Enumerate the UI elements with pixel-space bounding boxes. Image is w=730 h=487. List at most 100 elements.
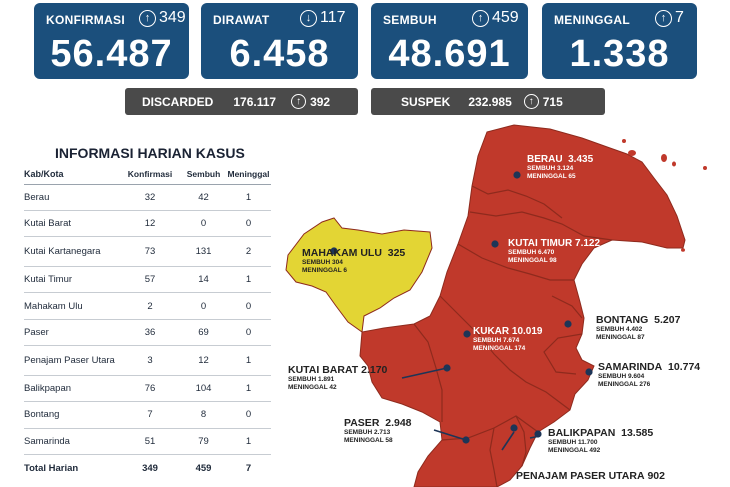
row-sembuh: 69 <box>181 319 226 346</box>
card-label: DIRAWAT <box>213 13 270 27</box>
table-row: Berau 32 42 1 <box>24 184 271 211</box>
arrow-up-icon: ↑ <box>291 94 307 109</box>
row-meninggal: 1 <box>226 345 271 376</box>
card-label: KONFIRMASI <box>46 13 125 27</box>
row-meninggal: 1 <box>226 266 271 294</box>
delta-value: 7 <box>675 9 684 26</box>
location-dot <box>491 240 499 248</box>
row-sembuh: 42 <box>181 184 226 211</box>
row-sembuh: 14 <box>181 266 226 294</box>
location-dot <box>534 430 542 438</box>
column-header: Kab/Kota <box>24 164 119 185</box>
total-label: Total Harian <box>24 463 79 475</box>
arrow-up-icon: ↑ <box>655 9 672 27</box>
row-meninggal: 0 <box>226 210 271 238</box>
row-konfirmasi: 73 <box>119 236 181 268</box>
table-row: Bontang 7 8 0 <box>24 401 271 429</box>
row-meninggal: 0 <box>226 319 271 346</box>
card-value: 56.487 <box>50 33 173 75</box>
sub-card-value: 232.985 <box>468 94 512 109</box>
row-kab-kota: Berau <box>24 184 119 211</box>
table-row: Kutai Barat 12 0 0 <box>24 210 271 238</box>
column-header: Konfirmasi <box>119 164 181 185</box>
sub-card-discarded: DISCARDED 176.117 ↑ 392 <box>125 88 358 115</box>
delta-value: 117 <box>320 9 346 26</box>
sub-card-label: SUSPEK <box>401 94 451 109</box>
row-kab-kota: Mahakam Ulu <box>24 292 119 320</box>
row-konfirmasi: 3 <box>119 345 181 376</box>
card-delta: ↑ 349 <box>139 9 186 27</box>
stat-card-meninggal: MENINGGAL ↑ 7 1.338 <box>542 3 697 79</box>
location-dot <box>585 368 593 376</box>
card-value: 48.691 <box>388 33 511 75</box>
map-region-main <box>359 124 686 487</box>
row-konfirmasi: 76 <box>119 375 181 403</box>
stat-card-dirawat: DIRAWAT ↓ 117 6.458 <box>201 3 358 79</box>
card-value: 1.338 <box>569 33 670 75</box>
table-title: INFORMASI HARIAN KASUS <box>55 145 245 161</box>
stat-card-konfirmasi: KONFIRMASI ↑ 349 56.487 <box>34 3 189 79</box>
sub-card-value: 176.117 <box>233 94 277 109</box>
row-kab-kota: Samarinda <box>24 428 119 455</box>
card-label: MENINGGAL <box>554 13 631 27</box>
card-value: 6.458 <box>229 33 330 75</box>
row-kab-kota: Kutai Timur <box>24 266 119 294</box>
row-kab-kota: Bontang <box>24 401 119 429</box>
table-row: Samarinda 51 79 1 <box>24 428 271 455</box>
table-row: Penajam Paser Utara 3 12 1 <box>24 345 271 376</box>
map-label-kukar: KUKAR 10.019 SEMBUH 7.674 MENINGGAL 174 <box>473 326 543 352</box>
map-label-ppu: PENAJAM PASER UTARA 902 <box>516 470 665 482</box>
row-sembuh: 104 <box>181 375 226 403</box>
stat-card-sembuh: SEMBUH ↑ 459 48.691 <box>371 3 528 79</box>
row-konfirmasi: 2 <box>119 292 181 320</box>
table-total-row: Total Harian 349 459 7 <box>24 454 271 482</box>
row-kab-kota: Balikpapan <box>24 375 119 403</box>
card-label: SEMBUH <box>383 13 437 27</box>
arrow-up-icon: ↑ <box>523 94 539 109</box>
row-kab-kota: Kutai Kartanegara <box>24 236 119 268</box>
sub-card-label: DISCARDED <box>142 94 214 109</box>
map-label-samarinda: SAMARINDA 10.774 SEMBUH 9.604 MENINGGAL … <box>598 361 701 388</box>
map-label-paser: PASER 2.948 SEMBUH 2.713 MENINGGAL 58 <box>344 417 412 444</box>
row-meninggal: 1 <box>226 428 271 455</box>
table-row: Paser 36 69 0 <box>24 319 271 346</box>
map-svg <box>285 124 707 487</box>
row-sembuh: 8 <box>181 401 226 429</box>
row-sembuh: 12 <box>181 345 226 376</box>
delta-value: 459 <box>492 9 519 26</box>
table-row: Kutai Kartanegara 73 131 2 <box>24 236 271 268</box>
daily-cases-table: Kab/Kota Konfirmasi Sembuh Meninggal Ber… <box>24 164 271 482</box>
map-islands <box>622 139 707 252</box>
map-label-balikpapan: BALIKPAPAN 13.585 SEMBUH 11.700 MENINGGA… <box>548 427 654 454</box>
location-dot <box>513 171 521 179</box>
location-dot <box>330 247 338 255</box>
row-meninggal: 2 <box>226 236 271 268</box>
map-label-kutai-barat: KUTAI BARAT 2.170 SEMBUH 1.891 MENINGGAL… <box>288 364 388 391</box>
card-delta: ↑ 459 <box>472 9 519 27</box>
card-delta: ↓ 117 <box>300 9 346 27</box>
row-sembuh: 131 <box>181 236 226 268</box>
row-konfirmasi: 32 <box>119 184 181 211</box>
map-region-mahakam-ulu <box>285 217 433 333</box>
delta-value: 349 <box>159 9 186 26</box>
row-konfirmasi: 7 <box>119 401 181 429</box>
table-header-row: Kab/Kota Konfirmasi Sembuh Meninggal <box>24 164 271 185</box>
row-meninggal: 1 <box>226 184 271 211</box>
row-kab-kota: Paser <box>24 319 119 346</box>
row-sembuh: 0 <box>181 210 226 238</box>
row-sembuh: 0 <box>181 292 226 320</box>
row-kab-kota: Kutai Barat <box>24 210 119 238</box>
table-row: Balikpapan 76 104 1 <box>24 375 271 403</box>
table-row: Kutai Timur 57 14 1 <box>24 266 271 294</box>
row-konfirmasi: 12 <box>119 210 181 238</box>
row-sembuh: 79 <box>181 428 226 455</box>
arrow-up-icon: ↑ <box>139 9 156 27</box>
map-label-mahakam-ulu: MAHAKAM ULU 325 SEMBUH 304 MENINGGAL 6 <box>302 247 406 274</box>
arrow-down-icon: ↓ <box>300 9 317 27</box>
location-dot <box>564 320 572 328</box>
location-dot <box>462 436 470 444</box>
row-meninggal: 0 <box>226 292 271 320</box>
row-konfirmasi: 57 <box>119 266 181 294</box>
map-label-kutai-timur: KUTAI TIMUR 7.122 SEMBUH 6.470 MENINGGAL… <box>508 238 601 264</box>
row-kab-kota: Penajam Paser Utara <box>24 345 119 376</box>
